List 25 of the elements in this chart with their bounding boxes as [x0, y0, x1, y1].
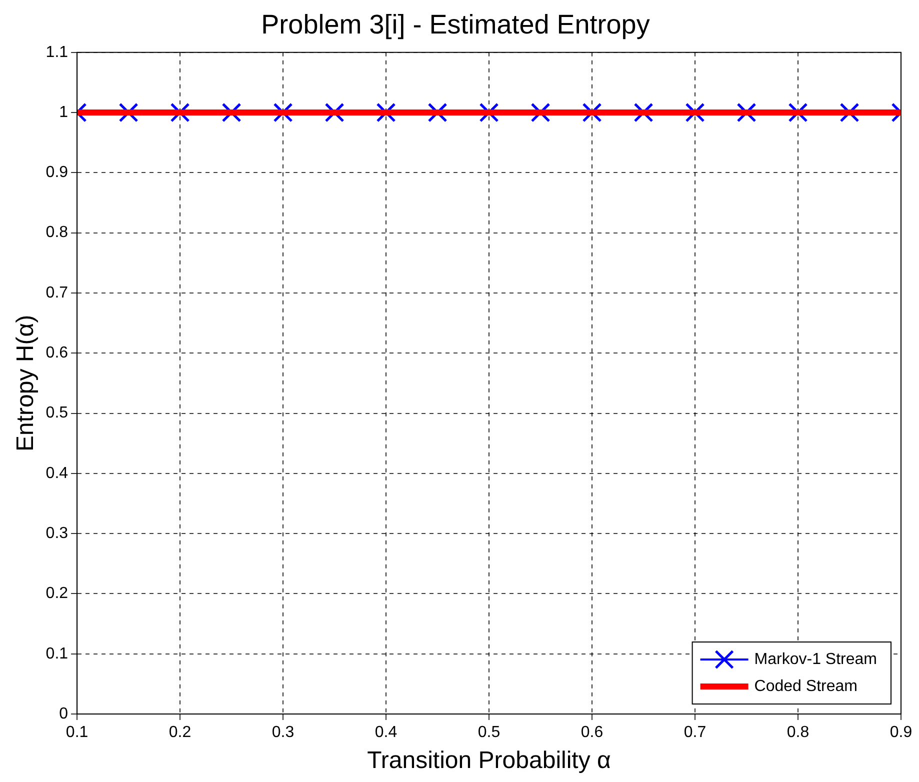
- chart-title: Problem 3[i] - Estimated Entropy: [261, 10, 650, 40]
- y-tick-label: 0.7: [46, 284, 68, 302]
- y-tick-label: 0.3: [46, 524, 68, 542]
- x-tick-label: 0.6: [580, 724, 604, 742]
- y-tick-label: 0.9: [46, 164, 68, 182]
- x-tick-label: 0.9: [890, 724, 912, 742]
- y-tick-label: 0.5: [46, 404, 68, 422]
- y-tick-label: 1.1: [46, 44, 68, 61]
- y-tick-label: 1: [59, 104, 68, 121]
- x-axis-title: Transition Probability α: [367, 747, 612, 774]
- y-tick-label: 0.8: [46, 224, 68, 242]
- x-tick-label: 0.2: [168, 724, 192, 742]
- x-tick-label: 0.4: [374, 724, 398, 742]
- legend-label: Coded Stream: [754, 678, 858, 695]
- y-tick-label: 0.6: [46, 344, 68, 362]
- y-tick-label: 0.1: [46, 645, 68, 662]
- x-tick-label: 0.5: [478, 724, 500, 742]
- legend-label: Markov-1 Stream: [754, 650, 878, 668]
- x-tick-label: 0.8: [786, 724, 810, 742]
- y-tick-label: 0: [59, 705, 68, 722]
- y-axis-title: Entropy H(α): [12, 314, 40, 452]
- x-tick-label: 0.7: [684, 724, 706, 742]
- x-tick-label: 0.3: [272, 724, 294, 742]
- y-tick-label: 0.4: [46, 464, 68, 482]
- y-tick-label: 0.2: [46, 585, 68, 602]
